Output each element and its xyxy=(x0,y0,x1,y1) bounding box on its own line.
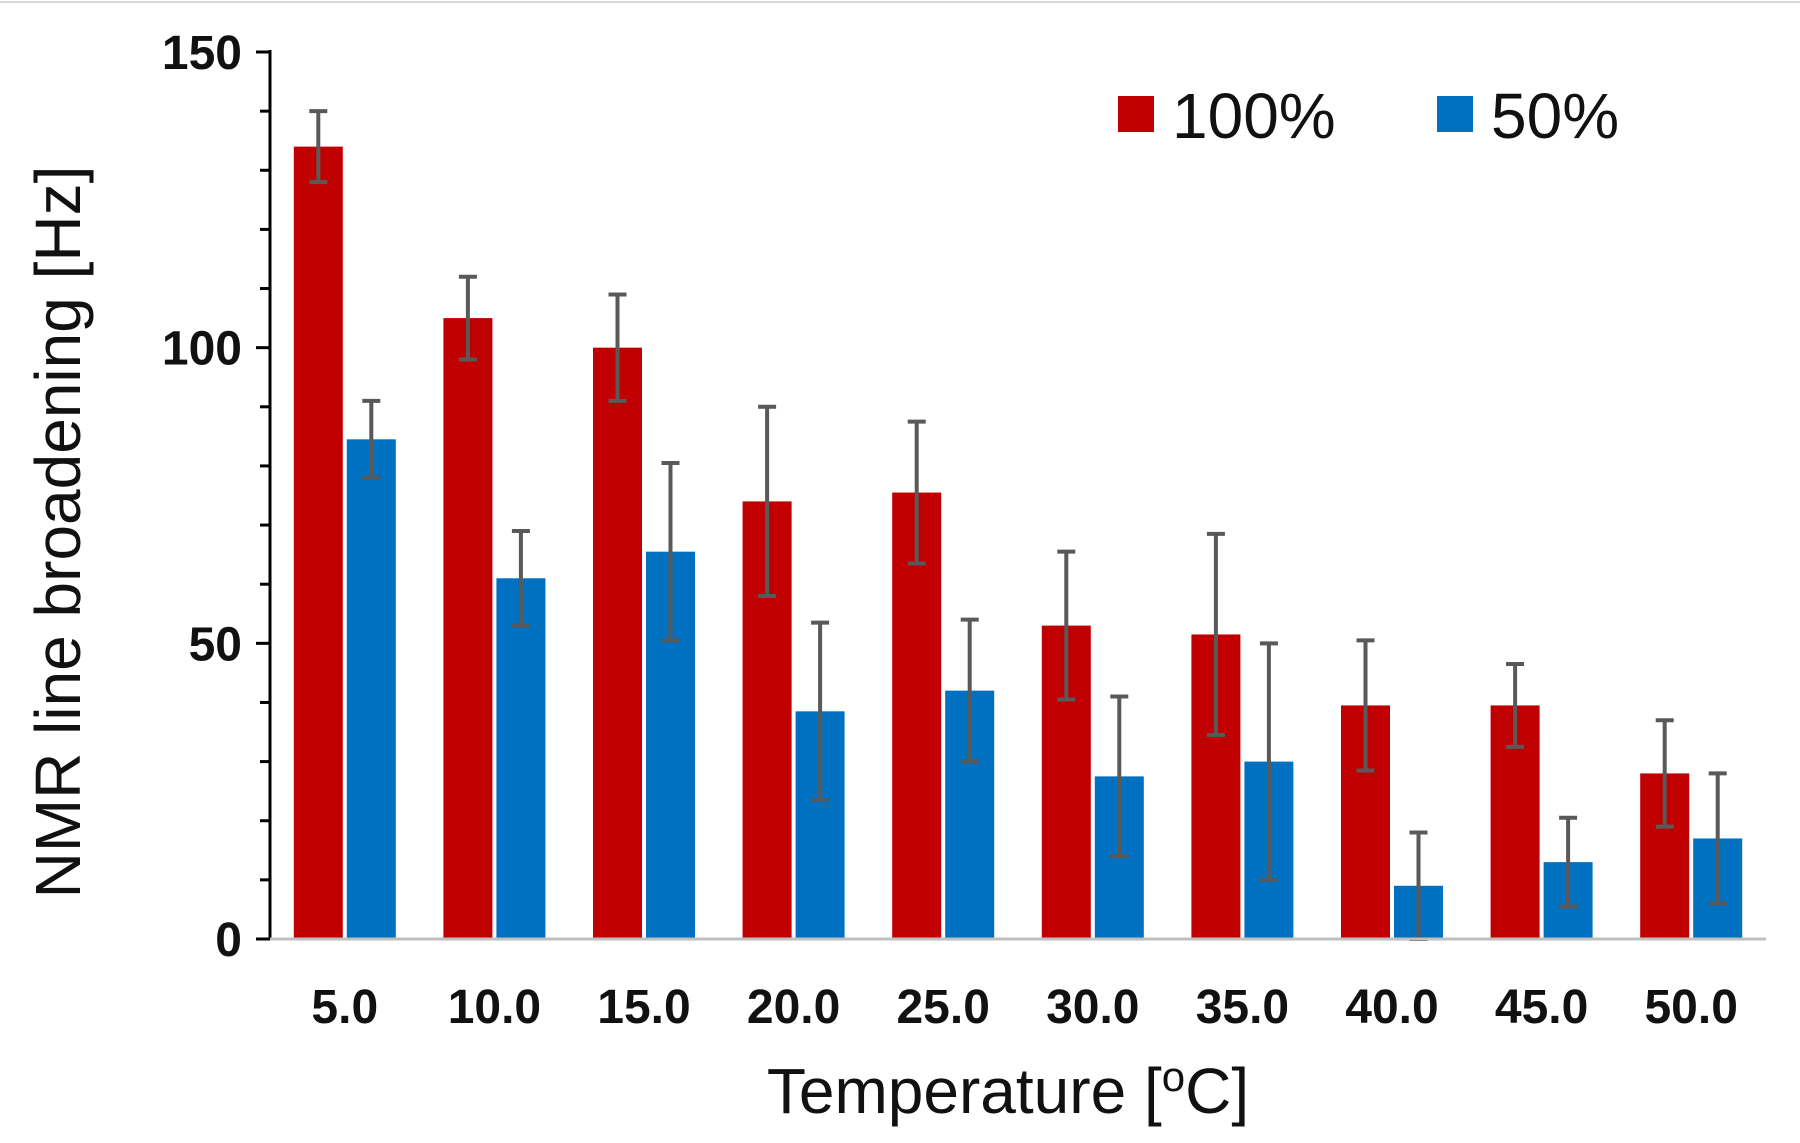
legend-label: 50% xyxy=(1491,80,1619,152)
bar-series1-5.0 xyxy=(293,146,343,939)
error-bar-series1-30.0 xyxy=(1057,549,1076,702)
error-bar-series1-25.0 xyxy=(907,419,926,566)
error-bar-series1-20.0 xyxy=(758,404,777,599)
x-tick-label-10.0: 10.0 xyxy=(448,981,541,1034)
x-tick-label-5.0: 5.0 xyxy=(311,981,378,1034)
error-bar-series2-15.0 xyxy=(661,460,680,643)
error-bar-series2-10.0 xyxy=(511,528,530,628)
axes-layer xyxy=(256,50,1766,941)
error-bar-series1-35.0 xyxy=(1206,531,1225,737)
bar-series2-5.0 xyxy=(346,439,396,939)
x-tick-label-45.0: 45.0 xyxy=(1495,981,1588,1034)
x-axis-title-main: Temperature [ xyxy=(767,1055,1162,1127)
legend-swatch xyxy=(1118,96,1154,132)
error-bar-series2-30.0 xyxy=(1110,694,1129,859)
x-axis-title-superscript: o xyxy=(1162,1053,1185,1100)
error-bar-series1-50.0 xyxy=(1655,718,1674,829)
error-bar-series1-45.0 xyxy=(1506,662,1525,749)
error-bar-series2-20.0 xyxy=(811,620,830,803)
x-tick-label-20.0: 20.0 xyxy=(747,981,840,1034)
bar-series1-15.0 xyxy=(593,347,642,940)
bars-layer xyxy=(293,146,1743,940)
error-bars-layer xyxy=(309,109,1727,941)
error-bar-series2-45.0 xyxy=(1559,815,1578,909)
y-axis-title: NMR line broadening [Hz] xyxy=(22,166,94,899)
x-tick-label-40.0: 40.0 xyxy=(1345,981,1438,1034)
y-tick-label-0: 0 xyxy=(215,914,242,967)
x-tick-label-25.0: 25.0 xyxy=(896,981,989,1034)
x-axis-title: Temperature [oC] xyxy=(767,1053,1249,1127)
legend-label: 100% xyxy=(1172,80,1336,152)
y-tick-label-50: 50 xyxy=(189,618,242,671)
x-axis-title-end: C] xyxy=(1185,1055,1249,1127)
error-bar-series2-25.0 xyxy=(960,617,979,764)
legend: 100% 50% xyxy=(1118,80,1619,152)
bar-series1-10.0 xyxy=(443,318,493,940)
legend-item-series2: 50% xyxy=(1437,80,1619,152)
labels-layer: 5.0 10.0 15.0 20.0 25.0 30.0 35.0 40.0 45.0 50.0 0… xyxy=(162,27,1738,1034)
bar-series2-10.0 xyxy=(496,578,546,939)
error-bar-series2-50.0 xyxy=(1708,771,1727,906)
x-tick-label-30.0: 30.0 xyxy=(1046,981,1139,1034)
error-bar-series1-10.0 xyxy=(458,274,477,362)
x-tick-label-15.0: 15.0 xyxy=(597,981,690,1034)
error-bar-series2-35.0 xyxy=(1259,641,1278,882)
legend-swatch xyxy=(1437,96,1473,132)
x-tick-label-50.0: 50.0 xyxy=(1644,981,1737,1034)
error-bar-series2-5.0 xyxy=(362,398,381,480)
bar-series1-25.0 xyxy=(892,492,942,939)
x-tick-label-35.0: 35.0 xyxy=(1196,981,1289,1034)
y-tick-label-100: 100 xyxy=(162,323,242,376)
error-bar-series1-15.0 xyxy=(608,292,627,403)
legend-item-series1: 100% xyxy=(1118,80,1336,152)
y-tick-label-150: 150 xyxy=(162,27,242,80)
error-bar-series1-40.0 xyxy=(1356,638,1375,773)
error-bar-series1-5.0 xyxy=(309,109,328,185)
